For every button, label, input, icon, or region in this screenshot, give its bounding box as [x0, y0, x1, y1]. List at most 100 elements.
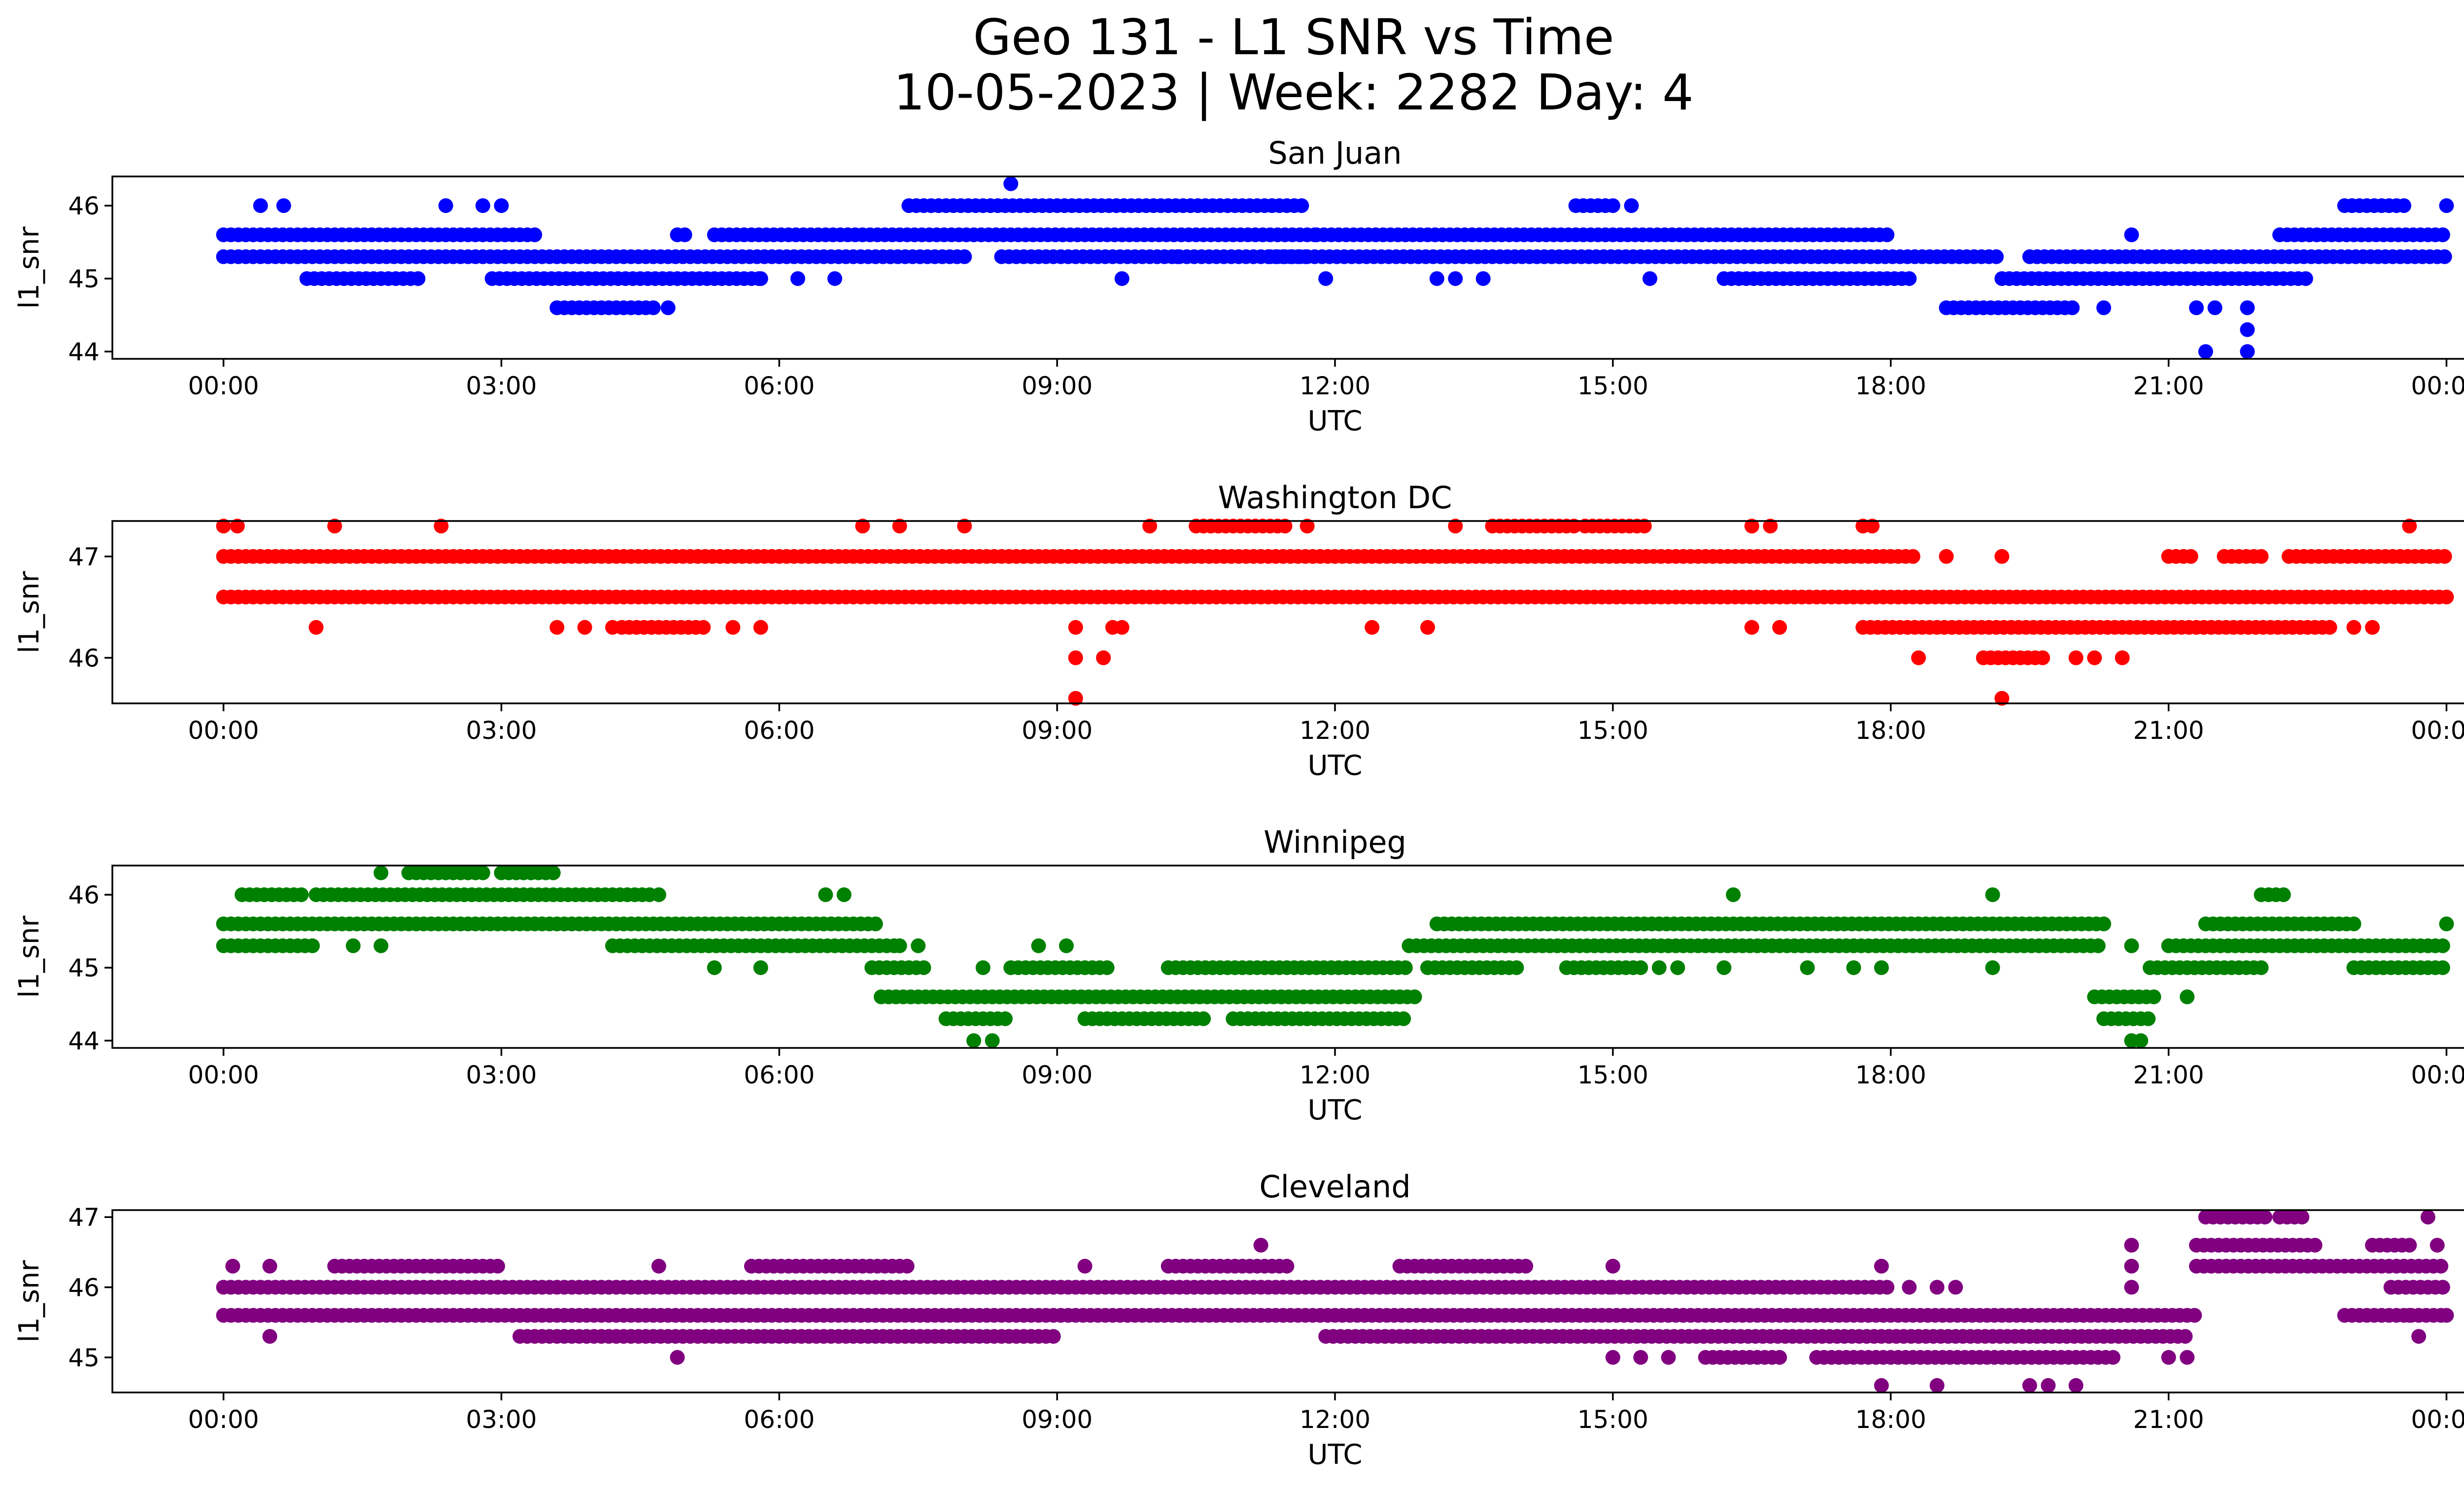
san-juan-point	[1989, 249, 2004, 264]
washington-dc-y-axis-label: l1_snr	[13, 571, 45, 654]
san-juan-x-tick-label: 03:00	[466, 372, 537, 400]
san-juan-point	[2124, 227, 2139, 243]
winnipeg-point	[475, 865, 490, 880]
san-juan-point	[957, 249, 972, 264]
winnipeg-y-tick-label: 44	[68, 1027, 100, 1055]
san-juan-x-tick-label: 12:00	[1300, 372, 1370, 400]
san-juan-point	[2240, 322, 2255, 337]
cleveland-x-tick-label: 21:00	[2133, 1405, 2204, 1434]
cleveland-point	[2430, 1238, 2445, 1253]
washington-dc-y-tick-label: 46	[68, 644, 100, 673]
cleveland-point	[1902, 1280, 1917, 1295]
washington-dc-x-tick-label: 18:00	[1855, 716, 1926, 745]
cleveland-point	[2022, 1378, 2037, 1393]
winnipeg-series	[216, 865, 2454, 1048]
winnipeg-x-axis-label: UTC	[1307, 1094, 1362, 1126]
panel-san-juan: San Juan 00:00 03:00 06:00 09:00 12:00 15:00 18…	[13, 135, 2464, 437]
winnipeg-title: Winnipeg	[1264, 824, 1406, 860]
winnipeg-point	[2096, 916, 2111, 932]
washington-dc-point	[1096, 650, 1111, 665]
cleveland-x-axis-label: UTC	[1307, 1439, 1362, 1471]
cleveland-point	[1518, 1258, 1534, 1274]
san-juan-x-tick-label: 09:00	[1022, 372, 1093, 400]
san-juan-x-tick-label: 21:00	[2133, 372, 2204, 400]
san-juan-point	[1294, 198, 1309, 213]
washington-dc-point	[1448, 519, 1463, 534]
san-juan-point	[1624, 198, 1639, 213]
washington-dc-point	[1566, 519, 1581, 534]
cleveland-point	[2411, 1329, 2427, 1344]
winnipeg-x-tick-label: 06:00	[744, 1061, 815, 1089]
winnipeg-point	[345, 938, 361, 953]
san-juan-x-tick-label: 00:00	[188, 372, 259, 400]
san-juan-point	[2435, 227, 2450, 243]
washington-dc-point	[1939, 549, 1954, 564]
winnipeg-point	[892, 938, 907, 953]
washington-dc-point	[1994, 691, 2010, 706]
winnipeg-y-tick-label: 46	[68, 881, 100, 909]
winnipeg-y-axis-label: l1_snr	[13, 915, 45, 998]
cleveland-x-tick-label: 00:00	[2411, 1405, 2464, 1434]
winnipeg-point	[753, 960, 768, 975]
cleveland-point	[2187, 1308, 2202, 1323]
winnipeg-x-tick-label: 18:00	[1855, 1061, 1926, 1089]
washington-dc-point	[1994, 549, 2010, 564]
cleveland-point	[1253, 1238, 1268, 1253]
winnipeg-point	[2133, 1033, 2149, 1048]
washington-dc-point	[549, 620, 565, 635]
winnipeg-point	[1059, 938, 1074, 953]
winnipeg-x-tick-label: 00:00	[2411, 1061, 2464, 1089]
washington-dc-point	[696, 620, 711, 635]
san-juan-point	[2240, 344, 2255, 359]
washington-dc-point	[725, 620, 741, 635]
winnipeg-point	[1031, 938, 1046, 953]
cleveland-point	[2180, 1350, 2195, 1365]
washington-dc-point	[1763, 519, 1778, 534]
winnipeg-point	[975, 960, 991, 975]
washington-dc-point	[2254, 549, 2269, 564]
san-juan-point	[1429, 271, 1444, 286]
san-juan-point	[2207, 300, 2223, 315]
san-juan-point	[2437, 249, 2452, 264]
san-juan-point	[1448, 271, 1463, 286]
cleveland-x-tick-label: 00:00	[188, 1405, 259, 1434]
san-juan-point	[1475, 271, 1491, 286]
san-juan-x-axis-label: UTC	[1307, 405, 1362, 437]
cleveland-point	[2178, 1329, 2193, 1344]
washington-dc-point	[327, 519, 342, 534]
washington-dc-plot-area	[111, 520, 2464, 704]
winnipeg-point	[2254, 960, 2269, 975]
san-juan-point	[1114, 271, 1129, 286]
cleveland-point	[1046, 1329, 1061, 1344]
cleveland-point	[2124, 1280, 2139, 1295]
san-juan-point	[2240, 300, 2255, 315]
cleveland-point	[1874, 1378, 1889, 1393]
figure-title-line1: Geo 131 - L1 SNR vs Time	[973, 8, 1614, 66]
washington-dc-series	[216, 519, 2454, 706]
winnipeg-point	[966, 1033, 981, 1048]
panel-winnipeg: Winnipeg 00:00 03:00 06:00 09:00 12:00 15:00 18…	[13, 824, 2464, 1126]
winnipeg-point	[2435, 938, 2450, 953]
san-juan-x-tick-label: 00:00	[2411, 372, 2464, 400]
washington-dc-x-tick-label: 00:00	[2411, 716, 2464, 745]
cleveland-x-tick-label: 18:00	[1855, 1405, 1926, 1434]
winnipeg-point	[1633, 960, 1648, 975]
cleveland-point	[2420, 1210, 2435, 1225]
washington-dc-point	[1300, 519, 1315, 534]
cleveland-point	[2258, 1210, 2273, 1225]
washington-dc-x-tick-label: 12:00	[1300, 716, 1370, 745]
washington-dc-point	[1865, 519, 1880, 534]
figure-title-line2: 10-05-2023 | Week: 2282 Day: 4	[893, 64, 1693, 121]
san-juan-y-tick-label: 46	[68, 192, 100, 220]
washington-dc-y-tick-label: 47	[68, 543, 100, 571]
san-juan-y-axis-label: l1_snr	[13, 226, 45, 309]
washington-dc-point	[2402, 519, 2417, 534]
cleveland-point	[262, 1329, 277, 1344]
san-juan-point	[1605, 198, 1620, 213]
washington-dc-point	[434, 519, 449, 534]
cleveland-point	[1948, 1280, 1963, 1295]
cleveland-point	[1880, 1280, 1895, 1295]
winnipeg-point	[1407, 989, 1422, 1005]
winnipeg-point	[305, 938, 320, 953]
san-juan-point	[2189, 300, 2204, 315]
